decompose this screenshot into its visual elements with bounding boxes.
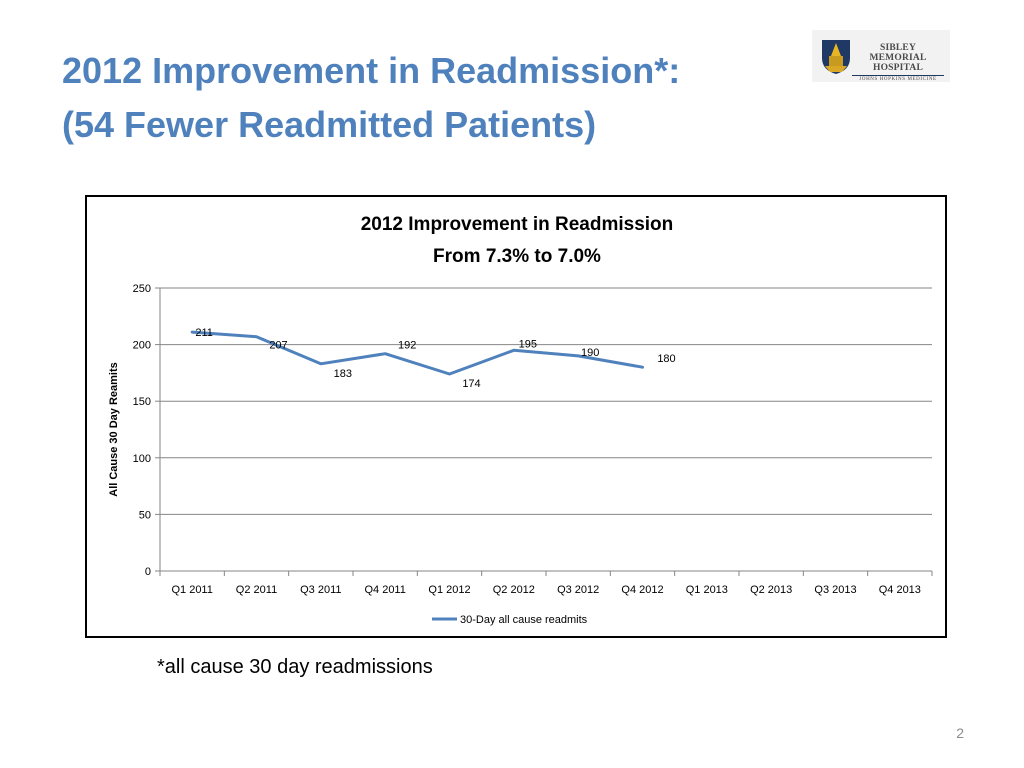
data-label: 183 [334, 368, 352, 380]
y-tick-label: 0 [145, 566, 151, 578]
logo-wordmark: SIBLEY MEMORIAL HOSPITAL JOHNS HOPKINS M… [852, 43, 944, 83]
x-tick-label: Q2 2011 [236, 584, 277, 596]
x-tick-label: Q2 2012 [493, 584, 535, 596]
lighthouse-shield-icon [822, 40, 850, 74]
line-chart: 2012 Improvement in Readmission From 7.3%… [108, 214, 933, 626]
y-tick-label: 250 [133, 283, 151, 295]
data-label: 207 [269, 340, 287, 352]
data-label: 180 [657, 353, 675, 365]
data-label: 174 [462, 378, 480, 390]
legend-label: 30-Day all cause readmits [460, 614, 588, 626]
x-tick-label: Q4 2012 [621, 584, 663, 596]
slide-title: 2012 Improvement in Readmission*: (54 Fe… [62, 44, 782, 152]
data-label: 211 [195, 327, 213, 339]
logo-name-line-1: SIBLEY MEMORIAL [869, 43, 927, 63]
logo-subtitle: JOHNS HOPKINS MEDICINE [852, 75, 944, 83]
x-tick-label: Q1 2012 [428, 584, 470, 596]
hospital-logo: SIBLEY MEMORIAL HOSPITAL JOHNS HOPKINS M… [812, 30, 950, 82]
data-label: 195 [519, 338, 537, 350]
y-tick-label: 50 [139, 509, 151, 521]
x-tick-label: Q3 2011 [300, 584, 341, 596]
footnote: *all cause 30 day readmissions [157, 656, 433, 678]
page-number: 2 [956, 725, 964, 741]
data-label: 190 [581, 347, 599, 359]
chart-title-line-2: From 7.3% to 7.0% [433, 246, 601, 267]
chart-title-line-1: 2012 Improvement in Readmission [361, 214, 674, 235]
x-tick-label: Q1 2013 [686, 584, 728, 596]
x-tick-label: Q3 2012 [557, 584, 599, 596]
series-line [190, 330, 644, 376]
slide-title-line-2: (54 Fewer Readmitted Patients) [62, 104, 597, 145]
y-axis-label: All Cause 30 Day Reamits [108, 362, 120, 497]
chart-frame: 2012 Improvement in Readmission From 7.3%… [85, 195, 947, 638]
y-tick-label: 150 [133, 396, 151, 408]
logo-name-line-2: HOSPITAL [873, 63, 923, 73]
y-tick-label: 100 [133, 453, 151, 465]
x-tick-label: Q4 2011 [364, 584, 405, 596]
slide-title-line-1: 2012 Improvement in Readmission*: [62, 50, 681, 91]
x-tick-label: Q1 2011 [171, 584, 212, 596]
y-tick-label: 200 [133, 340, 151, 352]
data-label: 192 [398, 340, 416, 352]
x-tick-label: Q2 2013 [750, 584, 792, 596]
x-tick-label: Q4 2013 [879, 584, 921, 596]
x-tick-label: Q3 2013 [814, 584, 856, 596]
